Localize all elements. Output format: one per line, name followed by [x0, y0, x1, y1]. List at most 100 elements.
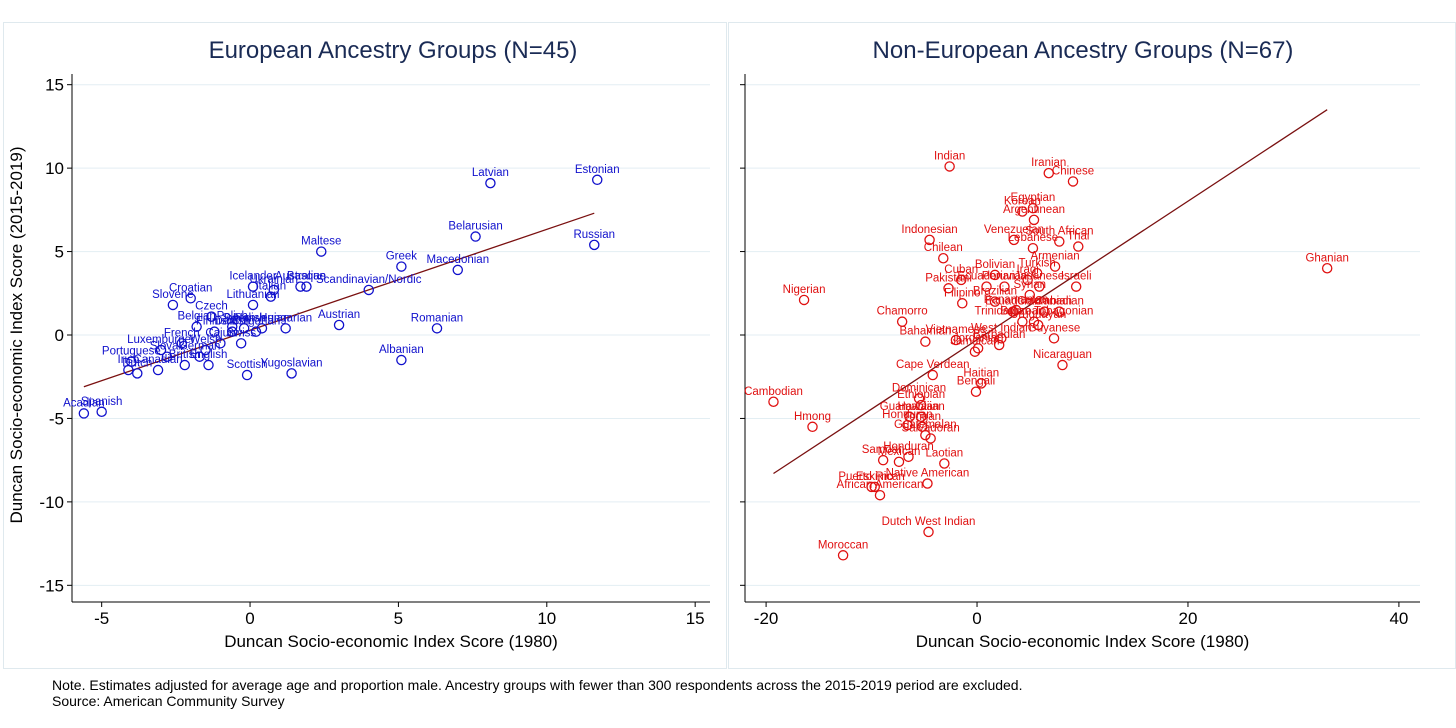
point-label: Hawaiian [897, 401, 944, 413]
data-point [915, 399, 927, 411]
point-label: Slovak [150, 341, 185, 353]
data-point [280, 323, 291, 334]
data-point [235, 338, 247, 349]
point-label: South African [1025, 226, 1093, 238]
point-label: Canadian [1035, 296, 1084, 308]
point-label: Laotian [925, 447, 963, 459]
data-point [874, 489, 886, 501]
data-point [176, 338, 188, 349]
note-text: Note. Estimates adjusted for average age… [52, 677, 1023, 693]
point-label: Icelander [229, 271, 276, 283]
data-point [972, 343, 984, 354]
x-tick-label: 40 [1389, 609, 1408, 628]
data-point [200, 344, 211, 356]
point-label: Puerto Rican [838, 471, 904, 483]
point-label: Uruguayan [1010, 309, 1066, 321]
point-label: Guamanian [880, 401, 939, 413]
data-point [191, 321, 202, 332]
point-label: Jamaican [950, 336, 999, 348]
data-point [179, 359, 191, 371]
data-point [1008, 234, 1020, 246]
point-label: Italian [255, 281, 286, 293]
point-label: Scandinavian/Nordic [316, 274, 422, 286]
point-label: Syrian [1013, 279, 1046, 291]
data-point [927, 369, 938, 381]
point-label: Macedonian [426, 254, 489, 266]
y-tick-label: 10 [45, 159, 64, 178]
point-label: Ecuadorian [957, 271, 1015, 283]
point-label: Hmong [794, 411, 831, 423]
point-label: Bulgarian [232, 316, 281, 328]
point-label: Dutch West Indian [882, 516, 976, 528]
point-label: Cape Verdean [896, 359, 970, 371]
x-tick-label: 5 [394, 609, 403, 628]
data-point [286, 368, 297, 379]
data-point [837, 550, 849, 561]
point-label: Maltese [301, 236, 341, 248]
point-label: Native American [886, 468, 970, 480]
data-point [256, 323, 268, 334]
fit-line [773, 109, 1328, 475]
data-point [185, 293, 196, 304]
data-point [152, 364, 164, 376]
point-label: Brazilian [973, 286, 1017, 298]
data-point [215, 338, 226, 349]
point-label: Swiss [226, 327, 256, 339]
point-label: Guatemalan [894, 419, 957, 431]
point-label: Spanish [81, 396, 123, 408]
data-point [957, 298, 968, 309]
point-label: Hungarian [259, 312, 312, 324]
point-label: Ghanian [1305, 252, 1348, 264]
data-point [226, 326, 238, 337]
point-label: Trinidadian Tobagonian [975, 306, 1094, 318]
data-point [333, 319, 345, 331]
data-point [301, 281, 312, 292]
x-axis-label: Duncan Socio-economic Index Score (1980) [224, 632, 558, 651]
point-label: Armenian [1030, 251, 1079, 263]
data-point [970, 386, 982, 397]
point-label: Honduran [883, 441, 934, 453]
x-tick-label: 0 [972, 609, 981, 628]
point-label: Chilean [924, 242, 963, 254]
data-point [1067, 176, 1079, 187]
point-label: Chinese [1052, 165, 1094, 177]
data-point [161, 351, 173, 362]
point-label: Luxemburger [127, 334, 195, 346]
data-point [976, 378, 987, 389]
point-label: Russian [573, 229, 615, 241]
data-point [431, 323, 443, 334]
data-point [226, 321, 238, 332]
data-point [206, 311, 217, 322]
data-point [915, 411, 927, 423]
point-label: Haitian [963, 367, 999, 379]
data-point [938, 252, 949, 264]
point-label: Bahamian [899, 326, 951, 338]
point-label: Chamorro [877, 306, 928, 318]
data-point [167, 299, 179, 311]
point-label: Swedish [222, 312, 265, 324]
x-tick-label: -5 [94, 609, 109, 628]
point-label: Lithuanian [226, 289, 279, 301]
point-label: Japanese [1014, 271, 1064, 283]
data-point [1007, 306, 1019, 317]
point-label: Cuban [944, 264, 978, 276]
data-point [155, 344, 167, 356]
point-label: Welsh [190, 334, 222, 346]
data-point [943, 283, 954, 294]
data-point [939, 458, 950, 469]
data-point [485, 177, 496, 189]
point-label: Czech [195, 301, 228, 313]
chart-title: European Ancestry Groups (N=45) [209, 37, 578, 64]
data-point [1017, 206, 1028, 217]
data-point [944, 161, 955, 172]
y-tick-label: 15 [45, 76, 64, 95]
left-panel-frame [3, 22, 727, 669]
data-point [1073, 241, 1084, 252]
point-label: Tongan [903, 411, 941, 423]
data-point [981, 281, 992, 292]
data-point [1027, 202, 1039, 214]
data-point [989, 296, 1001, 307]
point-label: Jordanian [953, 332, 1004, 344]
data-point [1024, 289, 1036, 301]
